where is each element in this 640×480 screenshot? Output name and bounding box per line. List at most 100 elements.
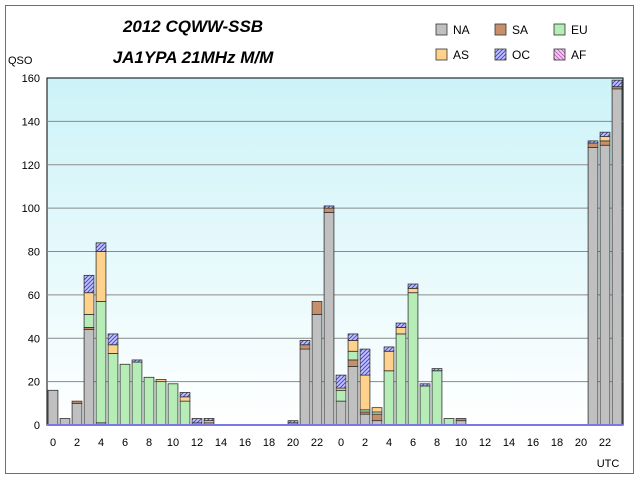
bar-segment-as [107, 344, 119, 354]
x-tick-label: 16 [239, 437, 251, 449]
bar-segment-na [71, 402, 83, 426]
bar-segment-as [347, 340, 359, 352]
bar-segment-sa [311, 300, 323, 315]
x-tick-label: 2 [74, 437, 80, 449]
bar-segment-sa [323, 207, 335, 213]
legend: NA SA EU AS OC AF [435, 23, 588, 62]
bar-segment-oc [419, 383, 431, 387]
bar-segment-sa [599, 140, 611, 146]
bar-segment-oc [431, 368, 443, 372]
bar-segment-as [407, 287, 419, 294]
y-tick-labels: 0 20 40 60 80 100 120 140 160 [22, 73, 40, 432]
x-tick-label: 4 [386, 437, 392, 449]
bar-segment-eu [143, 376, 155, 426]
legend-swatch-eu [553, 23, 566, 36]
bar-segment-eu [347, 350, 359, 361]
bar-segment-eu [107, 353, 119, 426]
x-tick-label: 18 [263, 437, 275, 449]
bar-segment-na [599, 144, 611, 426]
y-tick-label: 100 [22, 203, 40, 215]
x-tick-label: 6 [410, 437, 416, 449]
legend-label-as: AS [453, 48, 469, 62]
bar-segment-eu [155, 381, 167, 426]
bars [47, 79, 623, 426]
bar-segment-na [347, 366, 359, 426]
bar-segment-oc [299, 340, 311, 346]
x-tick-label: 20 [575, 437, 587, 449]
bar-segment-na [47, 389, 59, 426]
bar-segment-as [359, 374, 371, 411]
x-tick-label: 16 [527, 437, 539, 449]
x-tick-label: 10 [455, 437, 467, 449]
bar-segment-as [95, 251, 107, 302]
x-tick-label: 10 [167, 437, 179, 449]
bar-segment-eu [407, 292, 419, 426]
bar-segment-as [179, 396, 191, 402]
bar-segment-sa [71, 400, 83, 404]
x-tick-labels: 0 2 4 6 8 10 12 14 16 18 20 22 0 2 4 6 8 10 12 14 16 18 20 22 [50, 437, 611, 449]
bar-segment-eu [167, 383, 179, 426]
legend-label-na: NA [453, 23, 470, 37]
bar-segment-oc [359, 348, 371, 376]
bar-segment-na [311, 313, 323, 426]
bar-segment-oc [395, 322, 407, 328]
bar-segment-as [395, 327, 407, 335]
x-tick-label: 8 [146, 437, 152, 449]
bar-segment-eu [119, 363, 131, 426]
bar-segment-sa [371, 413, 383, 422]
x-tick-label: 22 [311, 437, 323, 449]
legend-swatch-sa [494, 23, 507, 36]
bar-segment-eu [95, 300, 107, 424]
bar-segment-na [83, 329, 95, 426]
bar-segment-eu [83, 313, 95, 328]
bar-segment-eu [179, 400, 191, 426]
bar-segment-oc [407, 283, 419, 289]
x-tick-label: 2 [362, 437, 368, 449]
bar-segment-oc [179, 392, 191, 398]
bar-segment-oc [599, 131, 611, 137]
bar-segment-na [299, 348, 311, 426]
bar-segment-oc [83, 274, 95, 294]
bar-segment-na [323, 212, 335, 426]
bar-segment-na [587, 146, 599, 426]
x-tick-label: 22 [599, 437, 611, 449]
legend-label-oc: OC [512, 48, 530, 62]
y-tick-label: 40 [28, 333, 40, 345]
x-tick-label: 0 [50, 437, 56, 449]
x-tick-label: 6 [122, 437, 128, 449]
bar-segment-oc [131, 359, 143, 363]
bar-segment-oc [95, 242, 107, 252]
bar-segment-as [155, 379, 167, 383]
bar-segment-oc [287, 420, 299, 424]
y-tick-label: 140 [22, 116, 40, 128]
x-tick-label: 8 [434, 437, 440, 449]
legend-swatch-as [435, 48, 448, 61]
bar-segment-as [599, 136, 611, 142]
x-tick-label: 14 [503, 437, 515, 449]
bar-segment-oc [335, 374, 347, 389]
bar-segment-sa [587, 142, 599, 148]
bar-segment-oc [191, 418, 203, 424]
legend-swatch-oc [494, 48, 507, 61]
bar-segment-as [83, 292, 95, 315]
bar-segment-oc [587, 140, 599, 144]
chart-subtitle: JA1YPA 21MHz M/M [113, 48, 274, 67]
bar-segment-eu [131, 361, 143, 426]
x-tick-label: 0 [338, 437, 344, 449]
x-tick-label: 12 [479, 437, 491, 449]
x-tick-label: 12 [191, 437, 203, 449]
y-tick-label: 160 [22, 73, 40, 85]
bar-segment-as [383, 350, 395, 372]
legend-label-sa: SA [512, 23, 528, 37]
bar-segment-oc [323, 205, 335, 209]
bar-segment-as [371, 407, 383, 413]
bar-segment-oc [611, 79, 623, 88]
bar-segment-eu [383, 370, 395, 426]
bar-segment-eu [431, 370, 443, 426]
y-tick-label: 0 [34, 420, 40, 432]
x-axis-label: UTC [597, 458, 620, 470]
x-tick-label: 4 [98, 437, 104, 449]
bar-segment-eu [335, 389, 347, 402]
bar-segment-oc [203, 418, 215, 422]
